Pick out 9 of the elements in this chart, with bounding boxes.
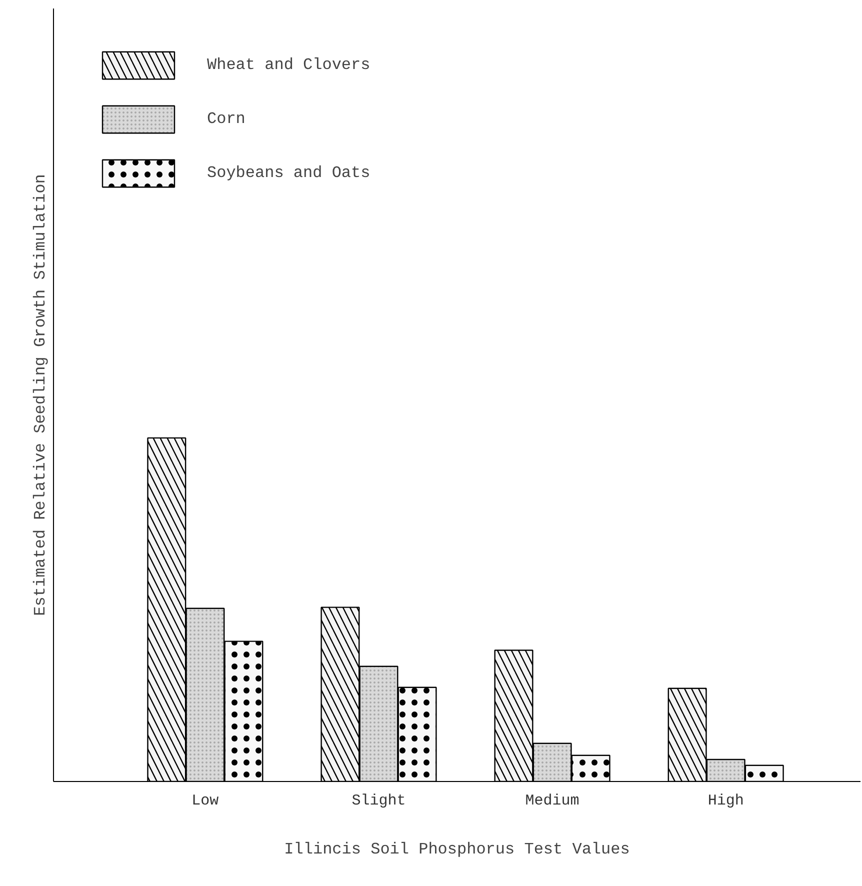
x-tick-label: Medium — [525, 792, 580, 810]
legend-label: Corn — [207, 110, 246, 128]
x-tick-label: Low — [192, 792, 219, 810]
y-axis-title: Estimated Relative Seedling Growth Stimulation — [32, 174, 50, 616]
x-axis-title: Illincis Soil Phosphorus Test Values — [284, 840, 630, 858]
legend-label: Wheat and Clovers — [207, 56, 370, 74]
legend-label: Soybeans and Oats — [207, 164, 370, 182]
x-tick-label: Slight — [352, 792, 406, 810]
x-tick-label: High — [708, 792, 744, 810]
